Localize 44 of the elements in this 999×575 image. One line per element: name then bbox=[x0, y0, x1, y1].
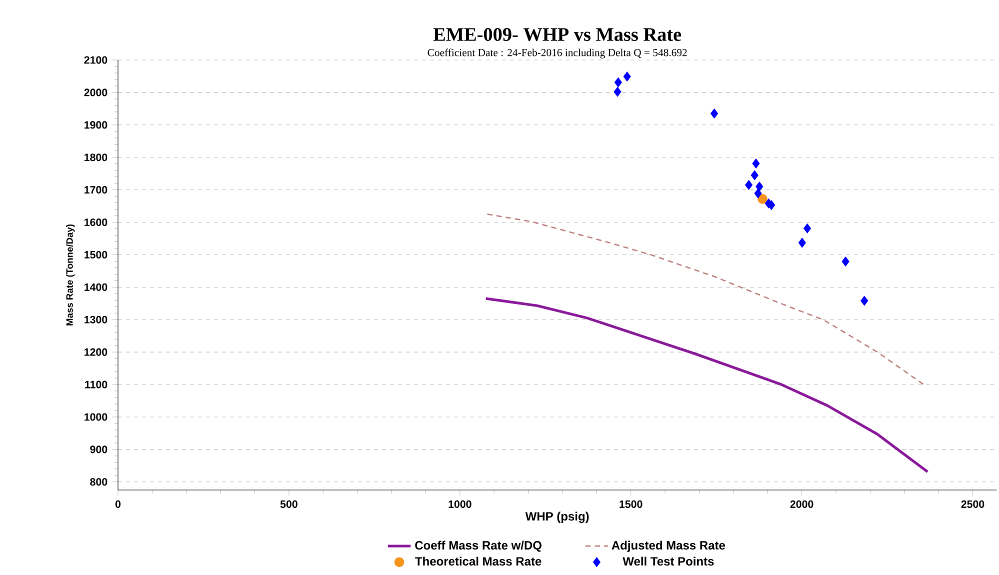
point bbox=[614, 77, 622, 88]
x-tick-label: 500 bbox=[280, 500, 298, 508]
point bbox=[803, 223, 812, 234]
chart-subtitle: Coefficient Date : 24-Feb-2016 including Delta Q = 548.692 bbox=[428, 48, 687, 58]
y-axis-title: Mass Rate (Tonne/Day) bbox=[66, 224, 75, 326]
y-tick-label: 800 bbox=[90, 478, 108, 486]
point bbox=[758, 194, 768, 204]
y-tick-label: 1100 bbox=[85, 380, 108, 388]
x-tick-label: 0 bbox=[115, 500, 121, 508]
point bbox=[750, 170, 758, 180]
y-tick-label: 1800 bbox=[84, 154, 108, 162]
y-tick-label: 1200 bbox=[84, 348, 108, 356]
y-tick-label: 1500 bbox=[84, 250, 108, 258]
y-tick-label: 1400 bbox=[84, 283, 108, 291]
legend-label: Theoretical Mass Rate bbox=[415, 556, 542, 566]
x-tick-label: 2500 bbox=[961, 500, 984, 508]
x-axis-title: WHP (psig) bbox=[525, 512, 589, 524]
y-tick-label: 1000 bbox=[84, 413, 108, 421]
line-series bbox=[486, 213, 926, 386]
point bbox=[752, 158, 760, 168]
point bbox=[614, 86, 622, 97]
point bbox=[842, 256, 850, 266]
y-tick-label: 900 bbox=[90, 446, 108, 454]
point bbox=[623, 72, 631, 82]
point bbox=[756, 182, 764, 192]
y-tick-label: 1700 bbox=[84, 186, 108, 194]
point bbox=[798, 238, 806, 248]
y-tick-label: 1300 bbox=[84, 316, 108, 324]
y-tick-label: 1900 bbox=[84, 121, 108, 129]
point bbox=[710, 108, 718, 118]
legend-label: Coeff Mass Rate w/DQ bbox=[415, 540, 542, 552]
legend-label: Adjusted Mass Rate bbox=[612, 540, 726, 552]
point bbox=[860, 296, 868, 306]
x-tick-label: 2000 bbox=[790, 500, 814, 508]
y-tick-label: 2000 bbox=[84, 88, 108, 96]
point bbox=[745, 180, 753, 190]
x-tick-label: 1000 bbox=[448, 500, 472, 508]
line-series bbox=[484, 297, 929, 474]
legend-label: Well Test Points bbox=[622, 556, 714, 566]
chart-title: EME-009- WHP vs Mass Rate bbox=[433, 28, 682, 42]
x-tick-label: 1500 bbox=[620, 500, 642, 508]
y-tick-label: 1600 bbox=[84, 218, 108, 226]
y-tick-label: 2100 bbox=[84, 56, 108, 64]
point bbox=[754, 188, 762, 198]
